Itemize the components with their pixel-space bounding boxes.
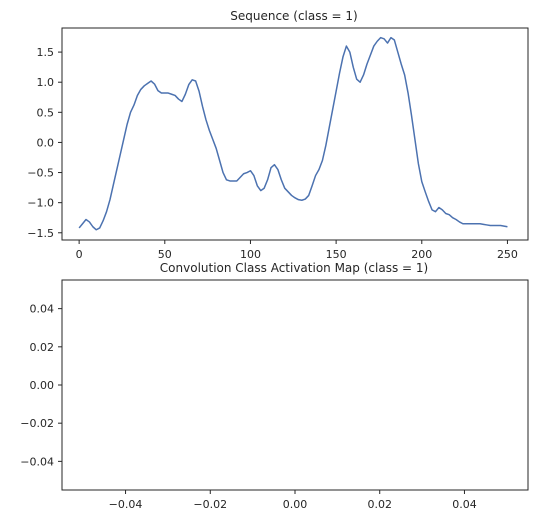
sequence-plot: Sequence (class = 1) 0 50 100 150 200 250 −1.… (27, 9, 529, 261)
sequence-y-tick-label: −0.5 (27, 167, 54, 180)
sequence-x-tick-label: 250 (497, 248, 518, 261)
sequence-line (78, 36, 508, 231)
sequence-y-tick-label: −1.0 (27, 197, 54, 210)
sequence-plot-frame (61, 27, 529, 241)
cam-x-tick-label: −0.04 (109, 498, 143, 511)
sequence-x-tick-label: 100 (240, 248, 261, 261)
cam-x-tick-label: −0.02 (193, 498, 227, 511)
sequence-x-tick-label: 150 (326, 248, 347, 261)
cam-y-tick-label: 0.00 (30, 379, 55, 392)
cam-y-tick-label: −0.04 (20, 455, 54, 468)
cam-x-tick-label: 0.00 (283, 498, 308, 511)
sequence-x-tick-label: 50 (158, 248, 172, 261)
sequence-x-tick-label: 200 (411, 248, 432, 261)
cam-y-ticks: 0.04 0.02 0.00 −0.02 −0.04 (20, 303, 62, 468)
cam-plot-frame (61, 279, 529, 491)
cam-y-tick-label: 0.04 (30, 303, 55, 316)
sequence-x-ticks: 0 50 100 150 200 250 (76, 240, 518, 261)
sequence-y-tick-label: 0.5 (37, 106, 55, 119)
sequence-plot-title: Sequence (class = 1) (230, 9, 357, 23)
sequence-y-ticks: −1.5 −1.0 −0.5 0.0 0.5 1.0 1.5 (27, 46, 62, 240)
sequence-x-tick-label: 0 (76, 248, 83, 261)
cam-plot: Convolution Class Activation Map (class … (20, 261, 529, 511)
sequence-y-tick-label: −1.5 (27, 227, 54, 240)
cam-y-tick-label: −0.02 (20, 417, 54, 430)
cam-x-tick-label: 0.04 (452, 498, 477, 511)
sequence-y-tick-label: 1.0 (37, 76, 55, 89)
cam-y-tick-label: 0.02 (30, 341, 55, 354)
sequence-y-tick-label: 0.0 (37, 136, 55, 149)
cam-x-ticks: −0.04 −0.02 0.00 0.02 0.04 (109, 490, 477, 511)
sequence-y-tick-label: 1.5 (37, 46, 55, 59)
cam-plot-title: Convolution Class Activation Map (class … (160, 261, 428, 275)
cam-x-tick-label: 0.02 (367, 498, 392, 511)
